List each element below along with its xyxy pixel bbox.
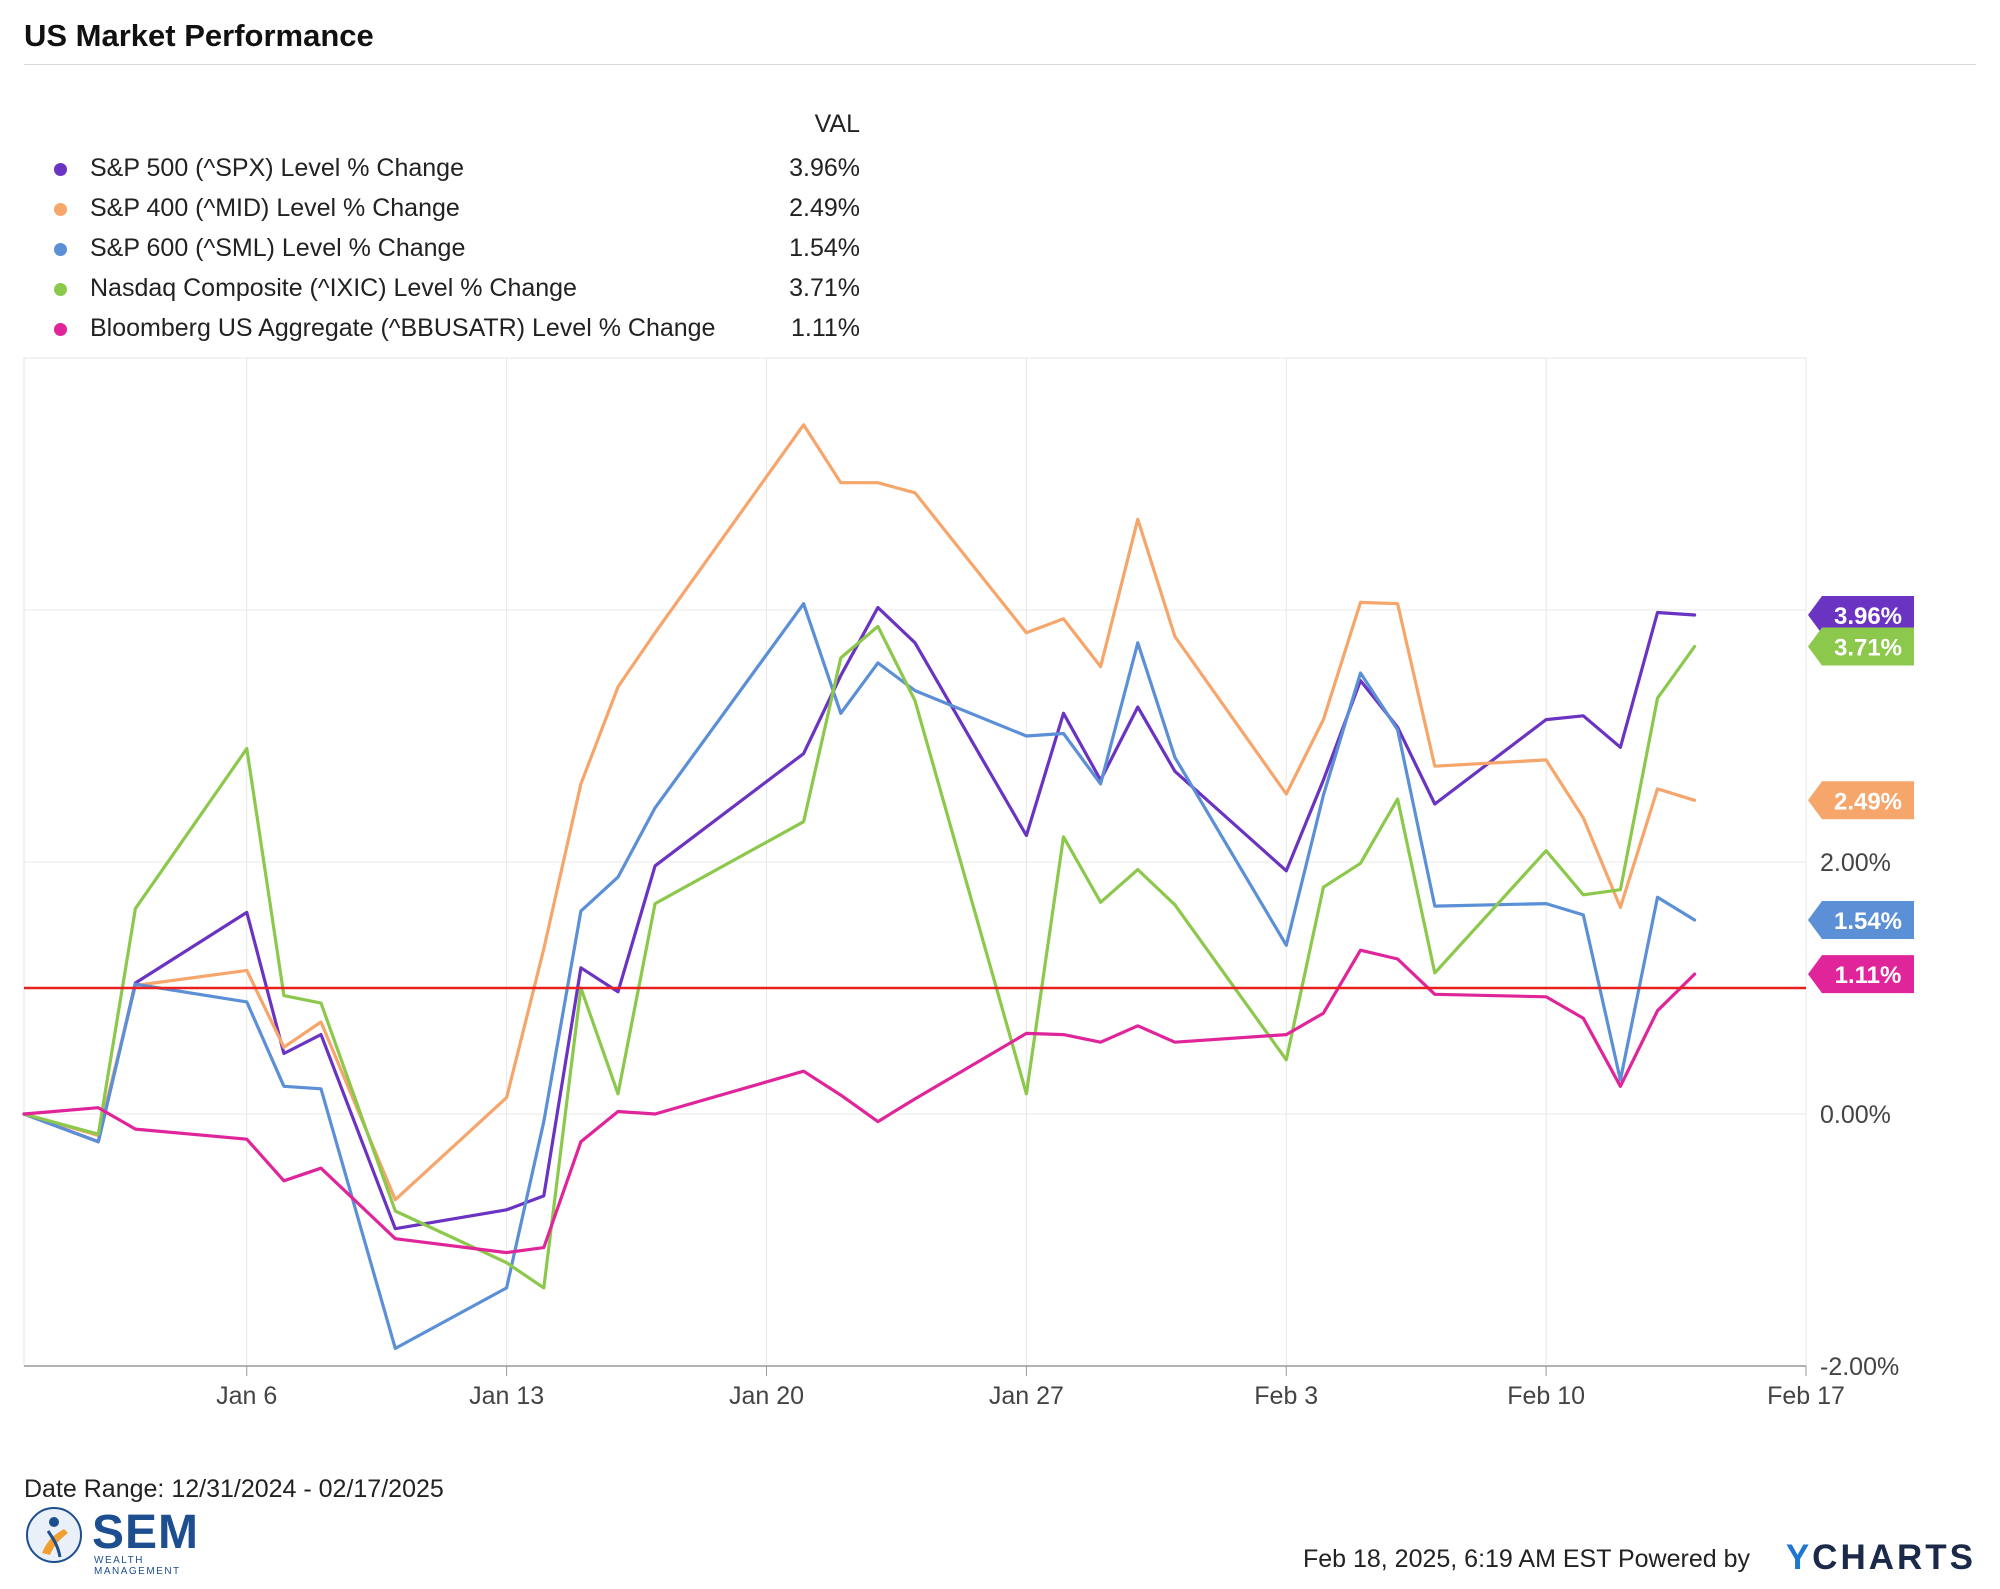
legend-item-spx[interactable]: S&P 500 (^SPX) Level % Change 3.96% xyxy=(50,150,860,190)
legend-dot-icon xyxy=(54,163,67,176)
legend-item-bbusatr[interactable]: Bloomberg US Aggregate (^BBUSATR) Level … xyxy=(50,310,860,350)
footer-timestamp: Feb 18, 2025, 6:19 AM EST Powered by xyxy=(1302,1545,1750,1573)
legend-header: VAL xyxy=(814,110,860,138)
end-label-flag xyxy=(1808,627,1914,666)
x-tick-label: Feb 3 xyxy=(1254,1382,1318,1410)
legend-item-value: 2.49% xyxy=(789,194,860,222)
x-tick-label: Feb 17 xyxy=(1767,1382,1845,1410)
axes: Jan 6 Jan 13 Jan 20 Jan 27 Feb 3 Feb 10 Feb 17… xyxy=(24,597,1899,1410)
sem-logo-icon xyxy=(26,1507,82,1563)
series-lines xyxy=(22,423,1697,1351)
legend-item-label: Nasdaq Composite (^IXIC) Level % Change xyxy=(90,274,577,302)
ycharts-logo-y: Y xyxy=(1785,1538,1813,1577)
ycharts-logo-rest: CHARTS xyxy=(1812,1538,1976,1577)
legend-item-value: 1.11% xyxy=(790,314,860,342)
end-label-flag xyxy=(1808,781,1914,820)
grid-lines xyxy=(23,357,1807,1367)
legend-item-ixic[interactable]: Nasdaq Composite (^IXIC) Level % Change … xyxy=(50,270,860,310)
y-tick-label: 0.00% xyxy=(1820,1101,1891,1129)
legend-item-value: 1.54% xyxy=(789,234,860,262)
end-label-flag xyxy=(1808,900,1914,939)
series-line-1 xyxy=(22,423,1697,1202)
legend-item-label: S&P 600 (^SML) Level % Change xyxy=(90,234,466,262)
legend-item-label: S&P 500 (^SPX) Level % Change xyxy=(90,154,464,182)
legend-item-mid[interactable]: S&P 400 (^MID) Level % Change 2.49% xyxy=(50,190,860,230)
legend-item-label: Bloomberg US Aggregate (^BBUSATR) Level … xyxy=(90,314,716,342)
title-divider xyxy=(24,64,1976,65)
y-tick-label: 2.00% xyxy=(1820,849,1891,877)
x-tick-label: Jan 13 xyxy=(469,1382,544,1410)
end-label-text: 2.49% xyxy=(1834,788,1902,815)
end-label-text: 3.71% xyxy=(1834,635,1902,662)
y-tick-label: -2.00% xyxy=(1820,1353,1899,1381)
end-label-flag xyxy=(1808,596,1914,635)
end-labels: 3.96% 3.71% 2.49% 1.54% 1.11% xyxy=(1808,596,1914,994)
sem-logo-subtitle: WEALTH MANAGEMENT xyxy=(94,1555,181,1577)
date-range: Date Range: 12/31/2024 - 02/17/2025 xyxy=(24,1475,444,1503)
sem-logo: SEM WEALTH MANAGEMENT xyxy=(24,1505,214,1577)
x-tick-label: Jan 20 xyxy=(729,1382,804,1410)
legend-item-label: S&P 400 (^MID) Level % Change xyxy=(90,194,460,222)
legend-dot-icon xyxy=(54,283,67,296)
legend-item-value: 3.96% xyxy=(789,154,860,182)
line-chart: Jan 6 Jan 13 Jan 20 Jan 27 Feb 3 Feb 10 Feb 17… xyxy=(22,357,1914,1410)
x-tick-label: Feb 10 xyxy=(1507,1382,1585,1410)
sem-logo-name: SEM xyxy=(92,1506,200,1559)
ycharts-logo[interactable]: YCHARTS xyxy=(1786,1538,1976,1578)
end-label-text: 1.54% xyxy=(1834,908,1902,935)
legend-dot-icon xyxy=(54,203,67,216)
end-label-text: 3.96% xyxy=(1834,603,1902,630)
end-label-text: 1.11% xyxy=(1835,962,1902,989)
series-line-2 xyxy=(22,602,1697,1351)
series-line-0 xyxy=(22,605,1697,1231)
page-title: US Market Performance xyxy=(24,18,374,53)
legend-item-value: 3.71% xyxy=(789,274,860,302)
series-line-3 xyxy=(22,624,1697,1290)
end-label-flag xyxy=(1808,955,1914,994)
series-line-4 xyxy=(22,948,1697,1255)
legend-dot-icon xyxy=(54,323,67,336)
legend-dot-icon xyxy=(54,243,67,256)
x-tick-label: Jan 27 xyxy=(989,1382,1064,1410)
legend-item-sml[interactable]: S&P 600 (^SML) Level % Change 1.54% xyxy=(50,230,860,270)
x-tick-label: Jan 6 xyxy=(216,1382,277,1410)
